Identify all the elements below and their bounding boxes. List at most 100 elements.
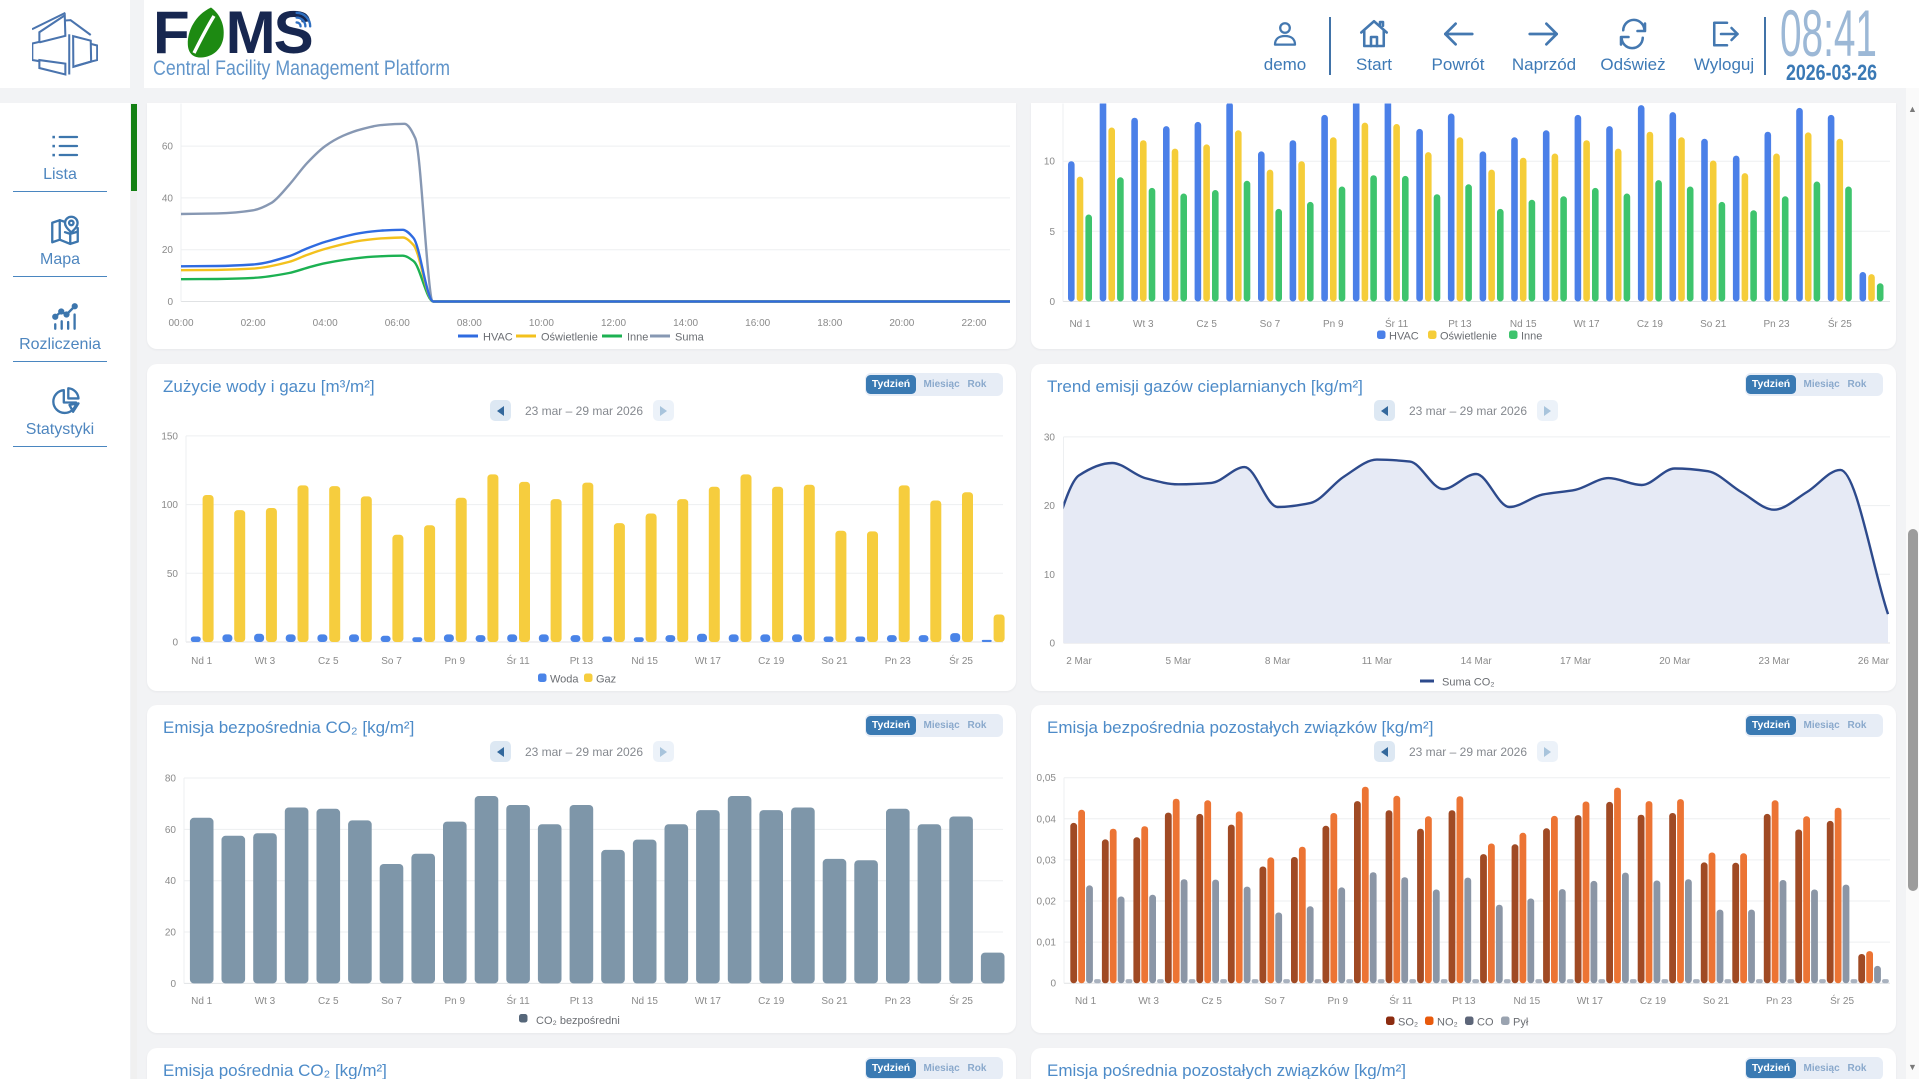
svg-text:0,05: 0,05 (1037, 773, 1057, 784)
svg-text:Wt 3: Wt 3 (1133, 319, 1154, 330)
svg-text:60: 60 (165, 825, 177, 836)
svg-text:Woda: Woda (550, 674, 579, 686)
svg-text:Cz 5: Cz 5 (318, 656, 339, 667)
svg-text:22:00: 22:00 (961, 318, 986, 329)
svg-text:12:00: 12:00 (601, 318, 626, 329)
svg-text:20: 20 (162, 245, 174, 256)
svg-text:Pn 23: Pn 23 (1766, 996, 1793, 1007)
svg-text:Central Facility Management Pl: Central Facility Management Platform (153, 57, 450, 80)
svg-text:Pt 13: Pt 13 (570, 996, 594, 1007)
svg-text:Śr 11: Śr 11 (507, 654, 531, 667)
svg-text:Pn 9: Pn 9 (445, 996, 466, 1007)
svg-text:0: 0 (1050, 979, 1056, 990)
svg-text:Nd 1: Nd 1 (1069, 319, 1091, 330)
svg-text:06:00: 06:00 (385, 318, 410, 329)
svg-text:Suma CO₂: Suma CO₂ (1442, 677, 1495, 689)
svg-text:10: 10 (1044, 157, 1056, 168)
svg-text:02:00: 02:00 (241, 318, 266, 329)
svg-text:0: 0 (167, 297, 173, 308)
svg-text:Wt 3: Wt 3 (255, 996, 276, 1007)
svg-text:HVAC: HVAC (1389, 331, 1419, 343)
svg-text:5 Mar: 5 Mar (1166, 656, 1192, 667)
svg-text:00:00: 00:00 (168, 318, 193, 329)
svg-text:0,04: 0,04 (1037, 814, 1057, 825)
svg-text:Śr 25: Śr 25 (949, 994, 973, 1007)
svg-text:Pn 9: Pn 9 (445, 656, 466, 667)
svg-text:Gaz: Gaz (596, 674, 616, 686)
svg-text:So 21: So 21 (1700, 319, 1727, 330)
svg-text:23 Mar: 23 Mar (1759, 656, 1791, 667)
svg-text:Inne: Inne (1521, 331, 1542, 343)
svg-text:Nd 15: Nd 15 (631, 656, 658, 667)
svg-text:20: 20 (165, 928, 177, 939)
svg-text:11 Mar: 11 Mar (1362, 656, 1393, 667)
svg-text:SO₂: SO₂ (1398, 1017, 1418, 1029)
svg-text:Cz 5: Cz 5 (318, 996, 339, 1007)
svg-text:0,01: 0,01 (1037, 938, 1057, 949)
svg-text:2026-03-26: 2026-03-26 (1786, 60, 1877, 85)
svg-text:Nd 15: Nd 15 (1510, 319, 1537, 330)
svg-text:Pt 13: Pt 13 (1448, 319, 1472, 330)
svg-text:NO₂: NO₂ (1437, 1017, 1458, 1029)
svg-text:30: 30 (1044, 432, 1056, 443)
svg-text:Pn 9: Pn 9 (1323, 319, 1344, 330)
svg-text:Nd 15: Nd 15 (631, 996, 658, 1007)
svg-text:18:00: 18:00 (817, 318, 842, 329)
svg-text:Cz 19: Cz 19 (758, 996, 785, 1007)
svg-text:So 7: So 7 (381, 996, 402, 1007)
svg-text:40: 40 (162, 193, 174, 204)
svg-text:Inne: Inne (627, 332, 648, 344)
svg-text:60: 60 (162, 142, 174, 153)
svg-text:0: 0 (1049, 639, 1055, 650)
svg-text:Śr 11: Śr 11 (1389, 994, 1413, 1007)
svg-text:So 21: So 21 (821, 656, 848, 667)
svg-text:20: 20 (1044, 501, 1056, 512)
svg-text:Pn 23: Pn 23 (885, 656, 912, 667)
svg-text:26 Mar: 26 Mar (1858, 656, 1890, 667)
svg-text:08:41: 08:41 (1780, 0, 1877, 70)
svg-text:Wt 3: Wt 3 (255, 656, 276, 667)
svg-text:Suma: Suma (675, 332, 705, 344)
svg-text:150: 150 (161, 431, 178, 442)
svg-text:Pt 13: Pt 13 (1452, 996, 1476, 1007)
svg-text:HVAC: HVAC (483, 332, 513, 344)
svg-text:Pn 23: Pn 23 (885, 996, 912, 1007)
svg-text:0: 0 (170, 979, 176, 990)
svg-text:100: 100 (161, 500, 178, 511)
svg-text:Śr 25: Śr 25 (1828, 317, 1852, 330)
svg-text:0: 0 (1049, 297, 1055, 308)
svg-text:Śr 11: Śr 11 (507, 994, 531, 1007)
svg-text:Wt 17: Wt 17 (695, 996, 722, 1007)
svg-text:40: 40 (165, 876, 177, 887)
svg-text:So 21: So 21 (821, 996, 848, 1007)
svg-text:2 Mar: 2 Mar (1066, 656, 1092, 667)
svg-text:14 Mar: 14 Mar (1461, 656, 1493, 667)
svg-text:10:00: 10:00 (529, 318, 554, 329)
svg-text:Wt 17: Wt 17 (695, 656, 722, 667)
svg-text:Wt 3: Wt 3 (1138, 996, 1159, 1007)
svg-text:CO₂ bezpośredni: CO₂ bezpośredni (536, 1015, 620, 1027)
svg-text:So 7: So 7 (381, 656, 402, 667)
svg-text:Cz 5: Cz 5 (1196, 319, 1217, 330)
svg-text:5: 5 (1049, 227, 1055, 238)
svg-text:0: 0 (172, 638, 178, 649)
svg-text:So 21: So 21 (1703, 996, 1730, 1007)
svg-text:Śr 25: Śr 25 (949, 654, 973, 667)
svg-text:Nd 1: Nd 1 (191, 996, 213, 1007)
svg-text:Nd 15: Nd 15 (1514, 996, 1541, 1007)
svg-text:Nd 1: Nd 1 (1075, 996, 1097, 1007)
svg-text:20:00: 20:00 (889, 318, 914, 329)
svg-text:17 Mar: 17 Mar (1560, 656, 1592, 667)
svg-text:Oświetlenie: Oświetlenie (541, 332, 598, 344)
svg-text:20 Mar: 20 Mar (1659, 656, 1691, 667)
svg-text:08:00: 08:00 (457, 318, 482, 329)
svg-text:So 7: So 7 (1264, 996, 1285, 1007)
svg-text:Pn 9: Pn 9 (1327, 996, 1348, 1007)
svg-text:CO: CO (1477, 1017, 1494, 1029)
svg-text:Wt 17: Wt 17 (1573, 319, 1600, 330)
svg-text:Wt 17: Wt 17 (1577, 996, 1604, 1007)
svg-text:0,03: 0,03 (1037, 855, 1057, 866)
svg-text:0,02: 0,02 (1037, 897, 1057, 908)
svg-text:Pył: Pył (1513, 1017, 1529, 1029)
svg-text:Cz 19: Cz 19 (1637, 319, 1664, 330)
